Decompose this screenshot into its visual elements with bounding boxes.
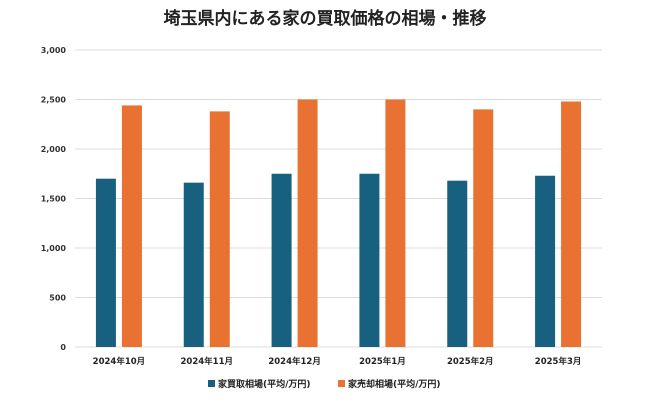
legend-swatch bbox=[208, 380, 215, 387]
x-tick-label: 2024年12月 bbox=[268, 356, 321, 367]
y-tick-label: 1,500 bbox=[41, 195, 67, 204]
bar-sell bbox=[385, 99, 406, 347]
bar-sell bbox=[121, 105, 142, 347]
bar-sell bbox=[297, 99, 318, 347]
y-tick-label: 1,000 bbox=[41, 244, 67, 253]
x-tick-label: 2025年3月 bbox=[535, 356, 582, 367]
y-tick-label: 3,000 bbox=[41, 46, 67, 55]
y-tick-label: 0 bbox=[60, 343, 66, 352]
bar-buy bbox=[535, 175, 556, 347]
y-tick-label: 2,000 bbox=[41, 145, 67, 154]
x-tick-label: 2024年11月 bbox=[181, 356, 234, 367]
bar-buy bbox=[359, 173, 380, 347]
chart-title: 埼玉県内にある家の買取価格の相場・推移 bbox=[164, 8, 487, 29]
bar-sell bbox=[561, 101, 582, 347]
bar-buy bbox=[183, 182, 204, 347]
legend-label: 家売却相場(平均/万円) bbox=[348, 378, 441, 390]
y-tick-label: 2,500 bbox=[41, 96, 67, 105]
x-tick-label: 2025年2月 bbox=[447, 356, 494, 367]
bar-buy bbox=[447, 180, 468, 347]
y-tick-label: 500 bbox=[49, 294, 66, 303]
bar-buy bbox=[95, 178, 116, 347]
bar-sell bbox=[473, 109, 494, 348]
x-tick-label: 2025年1月 bbox=[359, 356, 406, 367]
x-tick-label: 2024年10月 bbox=[93, 356, 146, 367]
legend-label: 家買取相場(平均/万円) bbox=[218, 378, 311, 390]
bar-sell bbox=[209, 111, 230, 347]
bar-buy bbox=[271, 173, 292, 347]
legend-swatch bbox=[338, 380, 345, 387]
